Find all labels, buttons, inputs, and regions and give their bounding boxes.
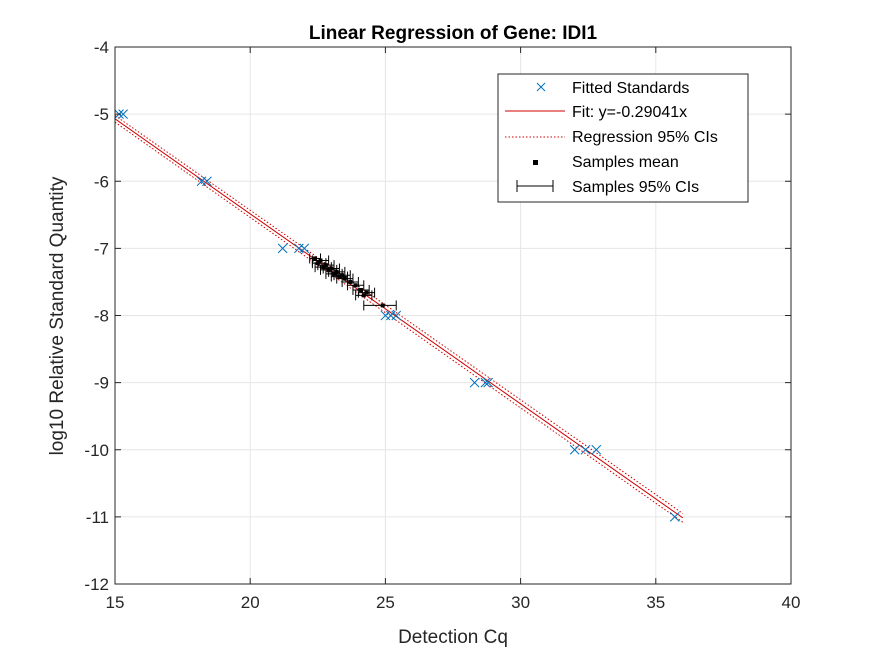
y-tick-label: -11 [86, 508, 109, 527]
y-tick-label: -10 [84, 441, 109, 460]
chart-title: Linear Regression of Gene: IDI1 [309, 23, 598, 44]
standard-point-stroke [580, 444, 591, 455]
sample-mean-point [380, 303, 385, 308]
standard-point [580, 444, 591, 455]
sample-mean-point [353, 283, 358, 288]
standard-point-stroke [299, 243, 310, 254]
legend-marker-fitted-icon [536, 82, 546, 92]
standard-point [480, 377, 491, 388]
sample-mean-point [337, 274, 342, 279]
legend-entry-ci: Regression 95% CIs [572, 129, 718, 146]
standard-point-stroke [391, 310, 402, 321]
standard-point-stroke [202, 176, 212, 187]
sample-mean-point [342, 276, 347, 281]
legend-entry-mean: Samples mean [572, 154, 679, 171]
legend-marker-mean-icon [533, 160, 538, 165]
axis-ticks: 15 20 25 30 35 40 -4 -5 -6 -7 -8 -9 -10 -11 -12 [84, 38, 800, 612]
standard-point [391, 310, 402, 321]
standard-point [202, 176, 212, 187]
legend-entry-fit: Fit: y=-0.29041x [572, 104, 687, 121]
samples-group [309, 253, 397, 311]
regression-ci-lower-line [114, 121, 684, 523]
x-tick-label: 40 [782, 593, 801, 612]
standard-point [483, 377, 494, 388]
sample-mean-point [361, 293, 366, 298]
standard-point-stroke [669, 512, 680, 522]
standard-point [277, 243, 288, 254]
sample-mean-point [323, 263, 328, 268]
standard-point [469, 377, 480, 388]
y-tick-label: -4 [94, 38, 109, 57]
standard-point-stroke [469, 377, 480, 388]
x-tick-label: 25 [376, 593, 395, 612]
sample-mean-point [329, 266, 334, 271]
standard-point [569, 444, 580, 455]
standard-point-stroke [569, 444, 580, 455]
y-tick-label: -7 [94, 239, 109, 258]
legend-entry-fitted: Fitted Standards [572, 80, 689, 97]
sample-mean-point [359, 287, 364, 292]
y-tick-label: -6 [94, 172, 109, 191]
standard-point [299, 243, 310, 254]
x-tick-label: 20 [241, 593, 260, 612]
standard-point [118, 109, 128, 119]
legend: Fitted Standards Fit: y=-0.29041x Regres… [497, 73, 749, 203]
standard-point-stroke [277, 243, 288, 254]
standard-point-stroke [591, 444, 602, 455]
standard-point-stroke [480, 377, 491, 388]
x-tick-label: 35 [646, 593, 665, 612]
sample-mean-point [313, 256, 318, 261]
x-axis-label: Detection Cq [398, 627, 508, 648]
y-tick-label: -12 [84, 575, 109, 594]
y-axis-label: log10 Relative Standard Quantity [47, 176, 68, 455]
sample-mean-point [348, 279, 353, 284]
y-tick-label: -8 [94, 307, 109, 326]
y-tick-label: -9 [94, 374, 109, 393]
legend-box [497, 73, 749, 203]
fitted-standards-group [114, 109, 680, 522]
standard-point-stroke [118, 109, 128, 119]
legend-marker-samples-ci-icon [516, 180, 554, 192]
y-tick-label: -5 [94, 105, 109, 124]
sample-mean-point [364, 290, 369, 295]
standard-point [669, 512, 680, 522]
x-tick-label: 30 [511, 593, 530, 612]
sample-mean-point [318, 258, 323, 263]
sample-mean-point [334, 269, 339, 274]
standard-point [591, 444, 602, 455]
sample-mean-point [340, 273, 345, 278]
standard-point-stroke [483, 377, 494, 388]
legend-entry-samples-ci: Samples 95% CIs [572, 179, 699, 196]
x-tick-label: 15 [106, 593, 125, 612]
